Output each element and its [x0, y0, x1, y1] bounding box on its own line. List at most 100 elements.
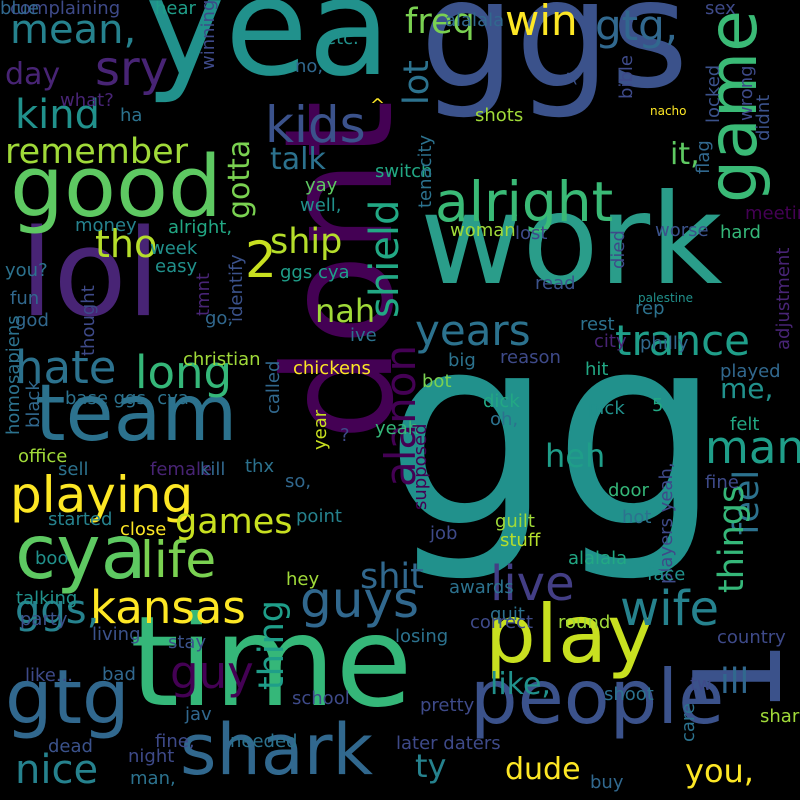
- word: money: [75, 215, 137, 236]
- word: year: [310, 409, 331, 450]
- word: no,: [295, 56, 324, 77]
- word: fine,: [155, 731, 195, 752]
- word: winning: [198, 0, 219, 70]
- word: nacho: [650, 104, 687, 118]
- word: go,: [205, 308, 234, 329]
- word: quit: [490, 604, 525, 625]
- word: switch: [375, 161, 433, 182]
- word: base ggs, cya: [65, 388, 189, 409]
- word: freq: [405, 2, 475, 42]
- word: blue: [0, 0, 39, 19]
- word: good: [10, 138, 222, 237]
- word: country: [717, 627, 786, 648]
- word: homosapiens: [3, 315, 24, 435]
- word: ggs,: [15, 587, 100, 633]
- word: pick: [588, 398, 625, 419]
- word: point: [296, 506, 342, 527]
- word: kill: [200, 459, 226, 480]
- word: correct: [470, 612, 534, 633]
- word: dead: [48, 736, 93, 757]
- word: tho: [95, 222, 158, 266]
- word: thought: [78, 285, 99, 356]
- word: etc.: [325, 28, 359, 49]
- word: care: [678, 702, 699, 742]
- word: pretty: [420, 695, 475, 716]
- word: gtg,: [595, 1, 679, 50]
- word: games: [175, 502, 293, 542]
- word: shit: [360, 557, 424, 597]
- word: ive: [350, 325, 377, 346]
- word: locked: [703, 64, 724, 123]
- word: man,: [130, 768, 176, 789]
- word: rest: [580, 314, 615, 335]
- word: so,: [285, 471, 312, 492]
- word: things: [712, 484, 752, 593]
- word: office: [18, 446, 68, 467]
- word: ha: [120, 105, 143, 126]
- word: shots: [475, 105, 524, 126]
- word: gtg: [5, 653, 130, 741]
- word: people: [470, 653, 725, 741]
- word: chickens: [293, 358, 371, 379]
- word: easy: [155, 256, 198, 277]
- word: hot: [622, 507, 652, 528]
- word: buy: [590, 772, 624, 793]
- word: win: [505, 0, 578, 45]
- word: night: [128, 746, 175, 767]
- word: worse: [655, 220, 709, 241]
- word: christian: [183, 349, 261, 370]
- word: man: [705, 421, 800, 474]
- word: lost: [515, 223, 548, 244]
- word: kind: [15, 92, 101, 138]
- word: lol: [20, 205, 161, 344]
- word: team: [35, 369, 238, 459]
- word: face: [647, 564, 686, 585]
- word: hard: [720, 222, 761, 243]
- word: sex: [705, 0, 736, 19]
- word: gg: [385, 278, 722, 586]
- word: awards: [449, 577, 514, 598]
- word: years: [415, 306, 531, 355]
- word: bot: [422, 371, 452, 392]
- word: :(: [565, 66, 579, 87]
- word: nah: [315, 292, 376, 330]
- word: ship: [270, 222, 343, 262]
- word: yea: [145, 0, 391, 106]
- word: rep: [635, 298, 665, 319]
- word: dick: [483, 391, 520, 412]
- word: 5: [652, 395, 664, 416]
- word: live: [490, 556, 575, 612]
- word: play: [485, 588, 655, 681]
- word: ?: [340, 425, 350, 446]
- word: living: [92, 624, 141, 645]
- word: bad: [102, 664, 136, 685]
- word: hear: [155, 0, 196, 19]
- word: complaining: [10, 0, 121, 19]
- word: heh: [545, 437, 606, 475]
- word: party: [20, 609, 68, 630]
- word: later daters: [396, 733, 501, 754]
- word: supposed: [410, 423, 431, 510]
- word: ggs: [420, 0, 689, 122]
- word: shark: [180, 709, 374, 791]
- word: guys: [300, 571, 420, 629]
- word: stuff: [500, 530, 541, 551]
- word: reason: [500, 347, 561, 368]
- word: nice: [15, 747, 99, 793]
- word: city: [594, 331, 627, 352]
- word: hate: [15, 341, 117, 394]
- word: female: [150, 459, 213, 480]
- word: shoot: [604, 684, 654, 705]
- word: flag: [693, 140, 714, 174]
- word: tw: [690, 674, 712, 695]
- word: mean,: [10, 7, 137, 53]
- word: felt: [730, 414, 760, 435]
- word: palestine: [638, 291, 693, 305]
- word: philly: [640, 333, 689, 354]
- word: sharks: [760, 706, 800, 727]
- word: sell: [58, 459, 89, 480]
- word: lot: [397, 60, 437, 105]
- word: talk: [270, 142, 326, 177]
- word: it,: [670, 137, 700, 172]
- word: started: [48, 509, 113, 530]
